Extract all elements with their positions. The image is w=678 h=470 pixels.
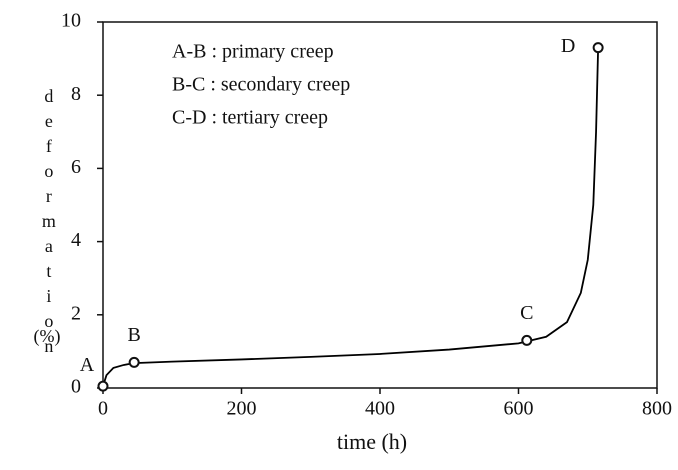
annotation: A-B : primary creep <box>172 41 334 63</box>
y-tick-label: 10 <box>61 10 81 32</box>
x-tick-label: 0 <box>98 398 108 420</box>
y-axis-label: deformation <box>39 86 59 361</box>
creep-curve <box>102 47 600 387</box>
x-tick-label: 800 <box>642 398 672 420</box>
point-label: D <box>561 35 575 57</box>
y-axis-unit: (%) <box>34 326 61 347</box>
y-tick-label: 2 <box>71 302 81 324</box>
point-label: A <box>80 354 95 376</box>
y-tick-label: 6 <box>71 156 81 178</box>
y-tick-label: 8 <box>71 83 81 105</box>
point-label: B <box>127 324 140 346</box>
point-marker <box>592 42 604 54</box>
point-marker <box>128 356 140 368</box>
x-axis-label: time (h) <box>337 429 407 454</box>
x-tick-label: 600 <box>504 398 534 420</box>
annotation: C-D : tertiary creep <box>172 107 328 129</box>
point-label: C <box>520 302 533 324</box>
x-tick-label: 400 <box>365 398 395 420</box>
y-tick-label: 0 <box>71 376 81 398</box>
point-marker <box>521 334 533 346</box>
point-marker <box>97 380 109 392</box>
y-tick-label: 4 <box>71 229 81 251</box>
annotation: B-C : secondary creep <box>172 74 350 96</box>
x-tick-label: 200 <box>227 398 257 420</box>
